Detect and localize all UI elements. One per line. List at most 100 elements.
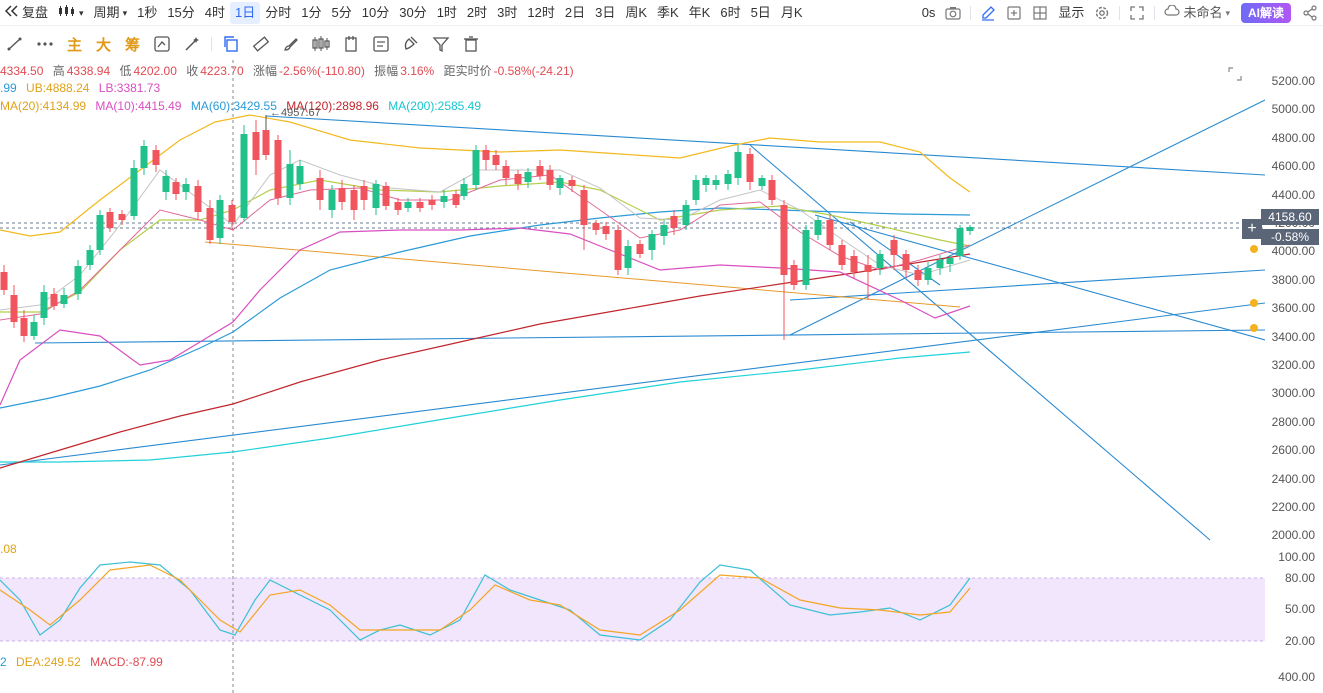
candle-body (274, 140, 282, 198)
ma120-line (0, 253, 971, 469)
big-order-button[interactable]: 大 (96, 36, 112, 54)
candle-body (20, 318, 28, 336)
timeframe-13[interactable]: 2日 (564, 4, 586, 20)
candle-body (228, 205, 236, 222)
timeframe-1[interactable]: 15分 (167, 4, 195, 20)
candle-body (172, 182, 180, 194)
chart-type-dropdown[interactable]: ▾ (53, 2, 89, 24)
magnet-icon[interactable] (400, 33, 422, 55)
candle-body (96, 215, 104, 250)
candle-body (924, 268, 932, 280)
timeframe-12[interactable]: 12时 (527, 4, 555, 20)
candle-body (86, 250, 94, 265)
timeframe-15[interactable]: 周K (625, 4, 647, 20)
note-icon[interactable] (370, 33, 392, 55)
price-axis-label: 2600.00 (1271, 443, 1315, 458)
copy-icon[interactable] (220, 33, 242, 55)
divider (211, 37, 213, 51)
candle-body (130, 168, 138, 216)
period-dropdown[interactable]: 周期 ▾ (89, 2, 133, 24)
candle-body (240, 134, 248, 218)
ai-interpret-button[interactable]: AI解读 (1240, 3, 1291, 23)
candle-body (472, 150, 480, 185)
candle-body (876, 254, 884, 268)
ma120-value: MA(120):2898.96 (286, 99, 379, 113)
timeframe-0[interactable]: 1秒 (137, 4, 158, 20)
draw-icon[interactable] (979, 4, 997, 22)
candle-body (194, 186, 202, 212)
timeframe-19[interactable]: 5日 (750, 4, 771, 20)
candle-body (338, 188, 346, 202)
expand-icon[interactable] (1228, 67, 1242, 84)
edit-chart-icon[interactable] (151, 33, 173, 55)
main-force-button[interactable]: 主 (67, 36, 83, 54)
chip-distribution-button[interactable]: 筹 (125, 36, 141, 54)
timeframe-10[interactable]: 2时 (466, 4, 488, 20)
calendar-icon[interactable] (340, 33, 362, 55)
candle-body (746, 154, 754, 182)
candle-body (394, 202, 402, 210)
candle-body (802, 230, 810, 285)
candle-body (768, 180, 776, 200)
arrow-left-icon: ← (270, 107, 281, 119)
timeframe-18[interactable]: 6时 (720, 4, 741, 20)
timeframe-14[interactable]: 3日 (595, 4, 616, 20)
candle-body (206, 208, 214, 240)
high-label: 高 (52, 64, 65, 78)
distance-value: -0.58%(-24.21) (493, 64, 574, 78)
boll-mid-line (0, 179, 971, 313)
timeframe-2[interactable]: 4时 (204, 4, 226, 20)
share-icon[interactable] (1301, 4, 1319, 22)
candle-body (482, 150, 490, 160)
candlestick-tool-icon[interactable] (310, 33, 332, 55)
ruler-icon[interactable] (250, 33, 272, 55)
drawn-trendlines[interactable] (0, 99, 1265, 541)
kdj-axis-label: 80.00 (1284, 571, 1315, 585)
candle-body (580, 190, 588, 225)
timeframe-20[interactable]: 月K (780, 4, 803, 20)
timeframe-7[interactable]: 10分 (361, 4, 390, 20)
timeframe-3[interactable]: 1日 (230, 1, 261, 24)
candlestick-chart[interactable] (0, 60, 1265, 693)
alert-marker[interactable] (1250, 245, 1258, 253)
magic-icon[interactable] (181, 33, 203, 55)
topbar-right: 0s 显示 未命名 ▾ AI解读 (917, 0, 1323, 26)
candle-body (914, 270, 922, 280)
ma60-value: MA(60):3429.55 (190, 99, 277, 113)
boll-upper-line (0, 114, 971, 237)
layout-icon[interactable] (1031, 4, 1049, 22)
candle-body (372, 184, 380, 208)
add-window-icon[interactable] (1005, 4, 1023, 22)
add-alert-button[interactable]: + (1242, 219, 1262, 239)
timeframe-6[interactable]: 5分 (331, 4, 352, 20)
alert-marker[interactable] (1250, 324, 1258, 332)
candle-body (492, 155, 500, 165)
fullscreen-icon[interactable] (1128, 4, 1146, 22)
gear-icon[interactable] (1093, 4, 1111, 22)
alert-marker[interactable] (1250, 299, 1258, 307)
brush-icon[interactable] (280, 33, 302, 55)
candle-body (546, 170, 554, 185)
divider (1119, 6, 1121, 20)
price-axis-label: 3800.00 (1271, 272, 1315, 287)
timeframe-16[interactable]: 季K (657, 4, 679, 20)
trash-icon[interactable] (460, 33, 482, 55)
orange-trendline[interactable] (204, 241, 961, 308)
timeframe-17[interactable]: 年K (688, 4, 711, 20)
timeframe-8[interactable]: 30分 (399, 4, 427, 20)
kdj-d-line (0, 564, 971, 636)
candle-body (140, 146, 148, 168)
candle-body (440, 196, 448, 202)
cloud-save-dropdown[interactable]: 未命名 ▾ (1159, 2, 1235, 24)
timeframe-4[interactable]: 分时 (265, 4, 292, 20)
display-button[interactable]: 显示 (1058, 5, 1085, 20)
candle-body (216, 200, 224, 238)
timeframe-11[interactable]: 3时 (497, 4, 518, 20)
filter-icon[interactable] (430, 33, 452, 55)
camera-icon[interactable] (944, 4, 962, 22)
timeframe-5[interactable]: 1分 (301, 4, 322, 20)
more-icon[interactable] (34, 33, 56, 55)
replay-button[interactable]: 复盘 (0, 2, 53, 24)
line-tool-icon[interactable] (4, 33, 26, 55)
timeframe-9[interactable]: 1时 (436, 4, 457, 20)
